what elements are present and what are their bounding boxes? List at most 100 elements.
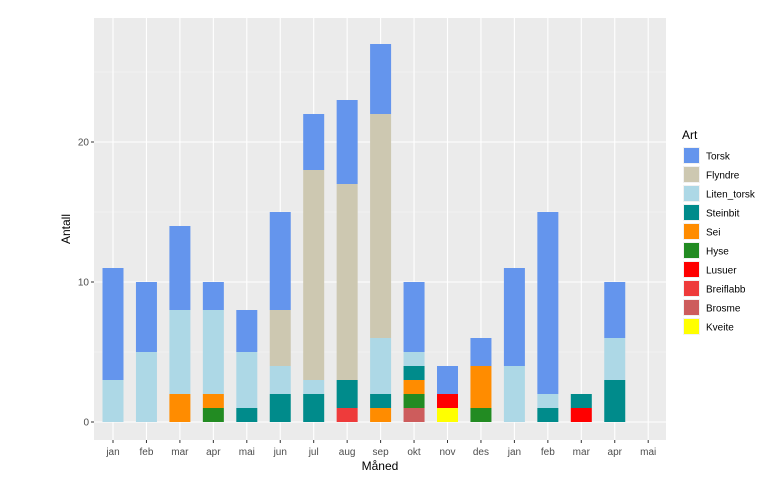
x-tick-label: des xyxy=(473,447,489,458)
legend-label: Liten_torsk xyxy=(706,190,756,201)
legend-swatch-brosme xyxy=(684,300,699,315)
bar-segment-steinbit xyxy=(537,408,559,422)
bar-segment-steinbit xyxy=(370,394,392,408)
bar-segment-sei xyxy=(169,394,191,422)
bar-segment-sei xyxy=(470,366,492,408)
bar-segment-torsk xyxy=(604,282,626,338)
bar-segment-brosme xyxy=(403,408,425,422)
x-tick-label: aug xyxy=(339,447,356,458)
bar-segment-liten-torsk xyxy=(236,352,258,408)
x-tick-label: jul xyxy=(308,447,319,458)
x-tick-label: feb xyxy=(541,447,555,458)
bar-segment-hyse xyxy=(470,408,492,422)
legend-label: Breiflabb xyxy=(706,285,746,296)
bar-segment-torsk xyxy=(102,268,124,380)
bar-segment-torsk xyxy=(370,44,392,114)
x-tick-label: jun xyxy=(273,447,287,458)
bar-segment-lusuer xyxy=(570,408,592,422)
x-tick-label: okt xyxy=(407,447,421,458)
bar-segment-steinbit xyxy=(570,394,592,408)
bar-segment-torsk xyxy=(537,212,559,394)
legend-swatch-flyndre xyxy=(684,167,699,182)
legend-swatch-steinbit xyxy=(684,205,699,220)
bars-layer xyxy=(102,44,626,422)
legend-swatch-liten-torsk xyxy=(684,186,699,201)
bar-segment-liten-torsk xyxy=(202,310,224,394)
bar-segment-steinbit xyxy=(604,380,626,422)
bar-segment-liten-torsk xyxy=(303,380,325,394)
x-axis-title: Måned xyxy=(362,459,399,473)
legend-swatch-sei xyxy=(684,224,699,239)
legend-label: Torsk xyxy=(706,152,731,163)
legend-title: Art xyxy=(682,128,698,142)
x-tick-label: mar xyxy=(171,447,189,458)
bar-segment-steinbit xyxy=(403,366,425,380)
bar-segment-steinbit xyxy=(336,380,358,408)
legend-label: Lusuer xyxy=(706,266,737,277)
bar-segment-steinbit xyxy=(236,408,258,422)
bar-segment-torsk xyxy=(269,212,291,310)
legend-swatch-kveite xyxy=(684,319,699,334)
y-tick-label: 10 xyxy=(78,278,90,289)
x-tick-label: sep xyxy=(373,447,390,458)
bar-segment-torsk xyxy=(236,310,258,352)
bar-segment-hyse xyxy=(403,394,425,408)
bar-segment-torsk xyxy=(336,100,358,184)
legend-label: Kveite xyxy=(706,323,734,334)
legend: Art Torsk Flyndre Liten_torsk Steinbit Sei Hy… xyxy=(682,128,756,335)
x-tick-label: feb xyxy=(139,447,153,458)
bar-segment-torsk xyxy=(470,338,492,366)
x-tick-label: jan xyxy=(105,447,119,458)
bar-segment-liten-torsk xyxy=(604,338,626,380)
bar-segment-breiflabb xyxy=(336,408,358,422)
bar-segment-kveite xyxy=(437,408,458,422)
bar-segment-liten-torsk xyxy=(403,352,425,366)
bar-segment-torsk xyxy=(202,282,224,310)
bar-segment-torsk xyxy=(403,282,425,352)
bar-segment-liten-torsk xyxy=(269,366,291,394)
bar-segment-lusuer xyxy=(437,394,458,408)
x-tick-label: nov xyxy=(439,447,455,458)
axes-layer: 0 10 20 jan feb mar apr mai jun jul aug sep okt nov de… xyxy=(78,138,656,459)
legend-label: Flyndre xyxy=(706,171,740,182)
y-axis-title: Antall xyxy=(59,214,73,244)
bar-segment-sei xyxy=(370,408,392,422)
x-tick-label: jan xyxy=(507,447,521,458)
bar-segment-liten-torsk xyxy=(370,338,392,394)
legend-label: Hyse xyxy=(706,247,729,258)
bar-segment-torsk xyxy=(437,366,458,394)
bar-segment-hyse xyxy=(202,408,224,422)
bar-segment-flyndre xyxy=(269,310,291,366)
bar-segment-sei xyxy=(403,380,425,394)
bar-segment-liten-torsk xyxy=(135,352,157,422)
x-tick-label: mai xyxy=(640,447,656,458)
bar-segment-flyndre xyxy=(370,114,392,338)
legend-swatch-lusuer xyxy=(684,262,699,277)
bar-segment-steinbit xyxy=(303,394,325,422)
bar-segment-torsk xyxy=(303,114,325,170)
x-tick-label: mai xyxy=(239,447,255,458)
bar-segment-torsk xyxy=(503,268,525,366)
x-tick-label: mar xyxy=(573,447,591,458)
bar-segment-liten-torsk xyxy=(503,366,525,422)
y-tick-label: 20 xyxy=(78,138,90,149)
bar-segment-sei xyxy=(202,394,224,408)
x-tick-label: apr xyxy=(608,447,623,458)
bar-segment-liten-torsk xyxy=(537,394,559,408)
x-tick-label: apr xyxy=(206,447,221,458)
bar-segment-steinbit xyxy=(269,394,291,422)
bar-segment-torsk xyxy=(169,226,191,310)
legend-label: Steinbit xyxy=(706,209,740,220)
bar-segment-flyndre xyxy=(336,184,358,380)
legend-label: Brosme xyxy=(706,304,741,315)
bar-segment-torsk xyxy=(135,282,157,352)
legend-swatch-hyse xyxy=(684,243,699,258)
legend-label: Sei xyxy=(706,228,720,239)
y-tick-label: 0 xyxy=(83,418,89,429)
bar-segment-liten-torsk xyxy=(102,380,124,422)
legend-swatch-torsk xyxy=(684,148,699,163)
legend-swatch-breiflabb xyxy=(684,281,699,296)
bar-segment-liten-torsk xyxy=(169,310,191,394)
